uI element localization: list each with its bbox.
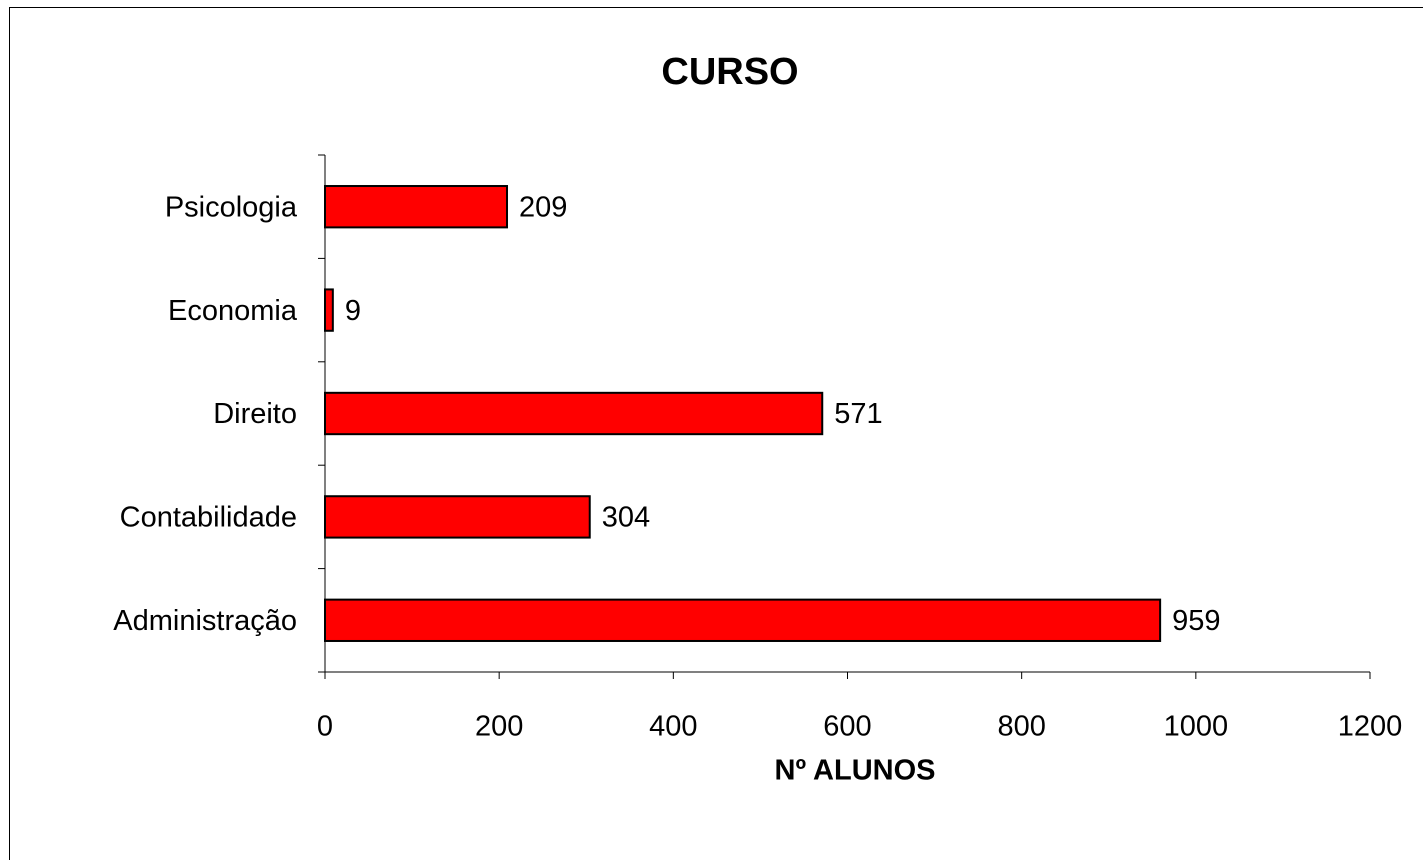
x-tick-label: 800 (997, 711, 1045, 743)
y-tick-label: Contabilidade (120, 502, 297, 534)
y-tick-label: Direito (213, 398, 297, 430)
bar (324, 391, 824, 436)
y-tick-label: Administração (113, 605, 297, 637)
y-tick-label: Economia (168, 295, 298, 327)
x-axis-label: Nº ALUNOS (775, 755, 936, 787)
bar (324, 598, 1162, 642)
bar (324, 288, 334, 332)
x-tick-label: 400 (649, 711, 697, 743)
data-label: 304 (602, 502, 650, 534)
chart-title: CURSO (661, 51, 798, 93)
y-tick-label: Psicologia (165, 191, 298, 223)
data-label: 571 (834, 398, 882, 430)
data-label: 209 (519, 191, 567, 223)
bar (324, 495, 591, 539)
x-tick-label: 0 (317, 711, 333, 743)
x-tick-label: 200 (475, 711, 523, 743)
x-tick-label: 600 (823, 711, 871, 743)
data-label: 959 (1172, 605, 1220, 637)
bar (324, 185, 509, 229)
data-label: 9 (345, 295, 361, 327)
x-tick-label: 1000 (1164, 711, 1229, 743)
x-tick-label: 1200 (1338, 711, 1403, 743)
